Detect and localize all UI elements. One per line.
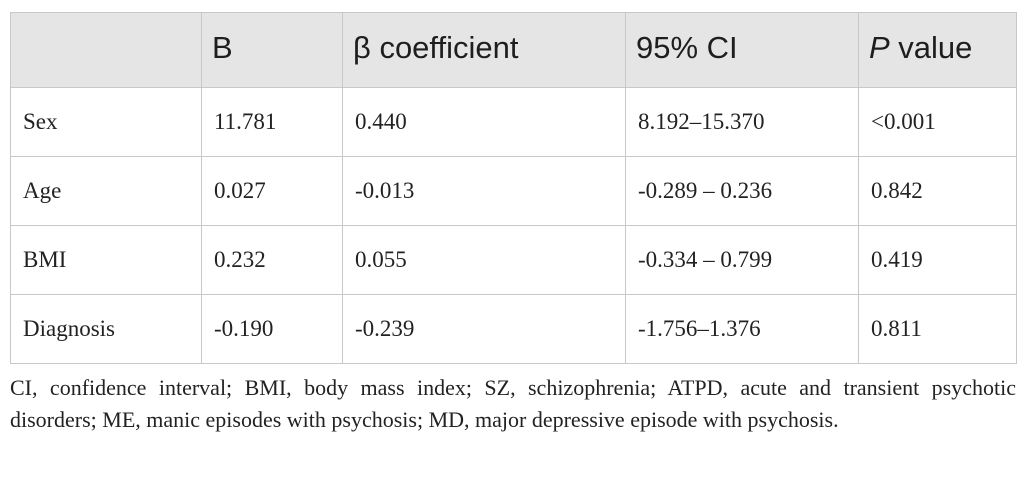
row-label: Diagnosis xyxy=(10,294,202,364)
cell-b: 11.781 xyxy=(201,87,343,157)
regression-table-container: B β coefficient 95% CI P value Sex 11.78… xyxy=(10,12,1017,364)
cell-beta: -0.013 xyxy=(342,156,626,226)
cell-beta: -0.239 xyxy=(342,294,626,364)
cell-p: 0.419 xyxy=(858,225,1017,295)
table-row: Age 0.027 -0.013 -0.289 – 0.236 0.842 xyxy=(10,156,1017,226)
table-footnote: CI, confidence interval; BMI, body mass … xyxy=(10,375,1016,432)
cell-b: 0.232 xyxy=(201,225,343,295)
cell-ci: -0.334 – 0.799 xyxy=(625,225,859,295)
header-b: B xyxy=(201,12,343,88)
header-label xyxy=(10,12,202,88)
table-body: Sex 11.781 0.440 8.192–15.370 <0.001 Age… xyxy=(10,87,1017,364)
cell-ci: 8.192–15.370 xyxy=(625,87,859,157)
header-beta-coefficient: β coefficient xyxy=(342,12,626,88)
header-row: B β coefficient 95% CI P value xyxy=(10,12,1017,88)
cell-beta: 0.055 xyxy=(342,225,626,295)
row-label: Sex xyxy=(10,87,202,157)
row-label: BMI xyxy=(10,225,202,295)
cell-beta: 0.440 xyxy=(342,87,626,157)
cell-b: 0.027 xyxy=(201,156,343,226)
cell-p: 0.842 xyxy=(858,156,1017,226)
table-header: B β coefficient 95% CI P value xyxy=(10,12,1017,88)
table-row: Sex 11.781 0.440 8.192–15.370 <0.001 xyxy=(10,87,1017,157)
row-label: Age xyxy=(10,156,202,226)
cell-b: -0.190 xyxy=(201,294,343,364)
header-p-value: P value xyxy=(858,12,1017,88)
table-row: Diagnosis -0.190 -0.239 -1.756–1.376 0.8… xyxy=(10,294,1017,364)
header-95-ci: 95% CI xyxy=(625,12,859,88)
cell-ci: -0.289 – 0.236 xyxy=(625,156,859,226)
cell-p: <0.001 xyxy=(858,87,1017,157)
header-p-rest: value xyxy=(889,30,973,65)
table-row: BMI 0.232 0.055 -0.334 – 0.799 0.419 xyxy=(10,225,1017,295)
regression-table: B β coefficient 95% CI P value Sex 11.78… xyxy=(10,12,1017,364)
cell-ci: -1.756–1.376 xyxy=(625,294,859,364)
header-p-italic: P xyxy=(869,30,890,65)
cell-p: 0.811 xyxy=(858,294,1017,364)
